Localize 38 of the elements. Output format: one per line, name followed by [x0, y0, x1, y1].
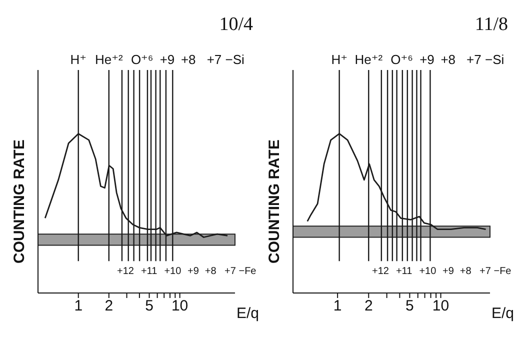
text: +9 — [420, 52, 434, 67]
x-tick-label: 2 — [104, 298, 114, 315]
text: +8 — [180, 52, 196, 67]
x-axis-title: E/q — [491, 305, 514, 322]
annotation: +12 — [372, 266, 390, 278]
annotation: +8 — [204, 266, 217, 278]
text: +7 −Si — [466, 52, 504, 67]
x-tick-label: 5 — [145, 298, 154, 315]
x-tick-label: 10 — [171, 298, 188, 315]
text: +9 — [160, 52, 175, 67]
text: H⁺ — [70, 52, 86, 67]
text: O⁺⁶ — [390, 52, 413, 67]
annotation: +8 — [460, 266, 472, 278]
annotation: +10 — [164, 266, 182, 278]
x-axis-title: E/q — [236, 305, 259, 322]
annotation: +9 — [187, 266, 200, 278]
text: He⁺² — [354, 52, 384, 67]
y-axis-title: COUNTING RATE — [11, 140, 28, 264]
x-tick-label: 10 — [432, 298, 450, 315]
annotation: +7 −Fe — [224, 266, 257, 278]
text: +7 −Si — [206, 52, 245, 67]
x-tick-label: 2 — [364, 298, 373, 315]
annotation: +7 −Fe — [480, 266, 512, 278]
annotation: +10 — [419, 266, 437, 278]
text: H⁺ — [331, 52, 348, 67]
text: O⁺⁶ — [130, 52, 154, 67]
text: He⁺² — [95, 52, 124, 67]
annotation: +12 — [117, 266, 134, 278]
text: +8 — [440, 52, 456, 67]
annotation: +11 — [140, 266, 158, 278]
annotation: +11 — [396, 266, 413, 278]
y-axis-title: COUNTING RATE — [266, 140, 283, 264]
x-tick-label: 1 — [74, 298, 83, 315]
annotation: +9 — [442, 266, 454, 278]
x-tick-label: 5 — [406, 298, 414, 315]
x-tick-label: 1 — [333, 298, 342, 315]
chart-title: 11/8 — [474, 14, 508, 35]
chart-title: 10/4 — [219, 14, 254, 35]
